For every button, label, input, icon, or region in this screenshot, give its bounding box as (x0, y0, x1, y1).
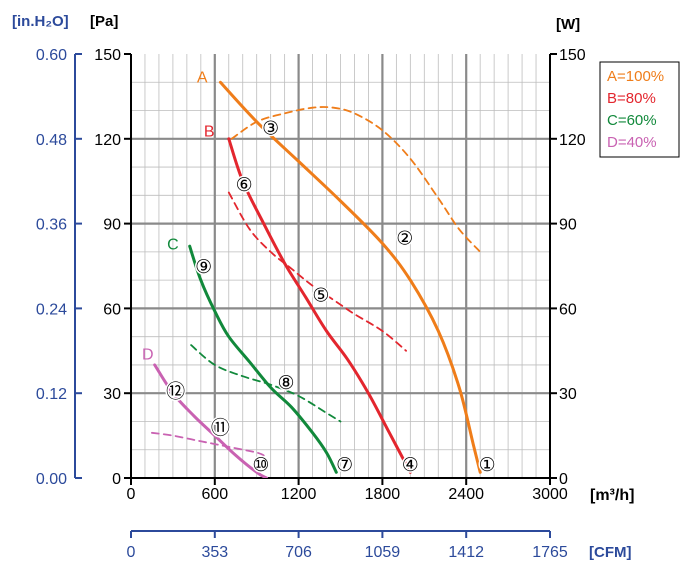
inh2o-tick-label: 0.00 (36, 471, 67, 488)
operating-point-marker: ⑪ (211, 417, 230, 439)
flow-tick-label: 600 (201, 486, 228, 503)
watt-tick-label: 150 (559, 47, 586, 64)
pa-tick-label: 60 (103, 301, 121, 318)
flow-tick-label: 1800 (365, 486, 401, 503)
flow-tick-label: 0 (127, 486, 136, 503)
cfm-tick-label: 0 (127, 544, 136, 561)
plot-grid (131, 54, 550, 478)
cfm-unit-label: [CFM] (589, 544, 631, 561)
inh2o-tick-label: 0.24 (36, 301, 67, 318)
pa-tick-label: 150 (94, 47, 121, 64)
operating-point-marker: ④ (402, 454, 419, 476)
cfm-tick-label: 1412 (448, 544, 484, 561)
pa-tick-label: 90 (103, 217, 121, 234)
series-b-power-curve (227, 191, 407, 352)
plot-frame (130, 54, 551, 479)
operating-point-marker: ⑧ (278, 372, 295, 394)
curve-label-b: B (204, 123, 215, 140)
curve-label-a: A (197, 70, 208, 87)
inh2o-unit-label: [in.H₂O] (12, 13, 69, 30)
watt-tick-label: 90 (559, 217, 577, 234)
watt-tick-label: 0 (559, 471, 568, 488)
series-layer (151, 80, 482, 478)
series-d-power-curve (151, 431, 265, 457)
cfm-tick-label: 1765 (532, 544, 568, 561)
operating-point-marker: ① (479, 454, 496, 476)
pa-tick-label: 30 (103, 386, 121, 403)
legend-entry-d: D=40% (607, 134, 657, 151)
series-d-pressure-curve (153, 363, 268, 478)
cfm-tick-label: 706 (285, 544, 312, 561)
operating-point-marker: ⑥ (236, 174, 253, 196)
inh2o-tick-label: 0.12 (36, 386, 67, 403)
series-c-power-curve (190, 344, 342, 423)
operating-point-marker: ② (396, 228, 413, 250)
pa-tick-label: 0 (112, 471, 121, 488)
legend-entry-c: C=60% (607, 112, 657, 129)
series-a-power-curve (230, 106, 482, 253)
flow-tick-label: 3000 (532, 486, 568, 503)
watt-tick-label: 120 (559, 132, 586, 149)
series-a-pressure-curve (218, 80, 482, 474)
inh2o-tick-label: 0.60 (36, 47, 67, 64)
inh2o-tick-label: 0.36 (36, 217, 67, 234)
legend-box (599, 61, 680, 158)
pa-unit-label: [Pa] (90, 13, 118, 30)
legend-entry-b: B=80% (607, 90, 656, 107)
watt-unit-label: [W] (556, 16, 580, 33)
operating-point-marker: ⑨ (195, 256, 212, 278)
axes-layer: 0 30 60 90 120 150 0 30 60 90 120 150 0 600 1200 1800 24… (36, 47, 586, 561)
flow-unit-label: [m³/h] (590, 487, 634, 504)
inh2o-tick-label: 0.48 (36, 132, 67, 149)
watt-tick-label: 60 (559, 301, 577, 318)
series-c-pressure-curve (188, 244, 338, 474)
watt-tick-label: 30 (559, 386, 577, 403)
cfm-tick-label: 353 (201, 544, 228, 561)
series-b-pressure-curve (227, 137, 412, 474)
operating-point-marker: ⑩ (252, 454, 269, 476)
operating-point-marker: ③ (262, 117, 279, 139)
operating-point-marker: ⑫ (166, 380, 185, 402)
flow-tick-label: 1200 (281, 486, 317, 503)
cfm-tick-label: 1059 (365, 544, 401, 561)
operating-point-marker: ⑦ (336, 454, 353, 476)
legend-entry-a: A=100% (607, 68, 664, 85)
curve-label-d: D (142, 347, 154, 364)
legend: A=100% B=80% C=60% D=40% (599, 61, 680, 158)
operating-point-marker: ⑤ (312, 284, 329, 306)
flow-tick-label: 2400 (448, 486, 484, 503)
curve-label-c: C (167, 236, 179, 253)
pa-tick-label: 120 (94, 132, 121, 149)
